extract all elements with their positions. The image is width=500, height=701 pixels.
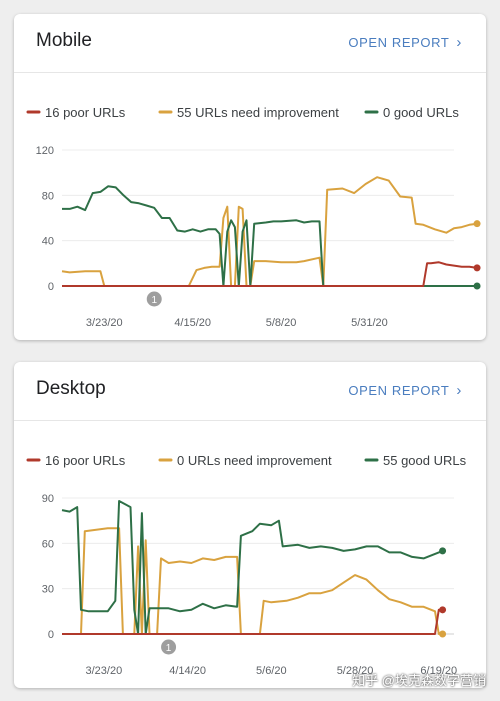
series-end-point-good: [439, 547, 447, 555]
x-tick-label: 3/23/20: [86, 317, 123, 329]
open-report-button[interactable]: OPEN REPORT ›: [348, 383, 462, 398]
y-tick-label: 90: [42, 493, 54, 505]
series-line-good: [62, 185, 478, 287]
y-tick-label: 60: [42, 538, 54, 550]
legend-label-needs: 0 URLs need improvement: [177, 453, 332, 468]
legend-label-poor: 16 poor URLs: [45, 105, 126, 120]
x-tick-label: 5/6/20: [256, 665, 287, 677]
series-line-poor: [62, 608, 443, 635]
x-tick-label: 4/14/20: [169, 665, 206, 677]
open-report-button[interactable]: OPEN REPORT ›: [348, 35, 462, 50]
x-tick-label: 5/31/20: [351, 317, 388, 329]
x-tick-label: 6/19/20: [420, 665, 457, 677]
series-end-point-needs: [439, 630, 447, 638]
y-tick-label: 80: [42, 190, 54, 202]
watermark: 知乎 @埃克森数字营销: [352, 673, 486, 688]
chevron-right-icon: ›: [456, 34, 462, 51]
x-tick-label: 3/23/20: [86, 665, 123, 677]
annotation-label: 1: [166, 643, 172, 654]
series-line-poor: [62, 261, 478, 287]
open-report-label: OPEN REPORT: [348, 383, 450, 398]
mobile-report-card: Mobile OPEN REPORT › 16 poor URLs 55 URLs …: [14, 14, 486, 340]
annotation-label: 1: [151, 295, 157, 306]
y-tick-label: 30: [42, 584, 54, 596]
card-title: Desktop: [36, 378, 106, 399]
series-line-needs: [61, 176, 478, 287]
y-tick-label: 0: [48, 629, 54, 641]
card-header: Mobile OPEN REPORT ›: [14, 14, 486, 73]
annotation-marker: [146, 291, 162, 307]
card-title: Mobile: [36, 30, 92, 51]
annotation-marker: [161, 639, 177, 655]
series-line-needs: [62, 527, 443, 635]
card-header: Desktop OPEN REPORT ›: [14, 362, 486, 421]
series-end-point-good: [473, 282, 481, 290]
mobile-urls-chart: 16 poor URLs 55 URLs need improvement 0 go…: [26, 105, 481, 329]
open-report-label: OPEN REPORT: [348, 35, 450, 50]
y-tick-label: 120: [36, 145, 54, 157]
legend-label-poor: 16 poor URLs: [45, 453, 126, 468]
x-tick-label: 4/15/20: [174, 317, 211, 329]
series-end-point-poor: [473, 264, 481, 272]
legend-label-needs: 55 URLs need improvement: [177, 105, 339, 120]
desktop-report-card: Desktop OPEN REPORT › 16 poor URLs 0 URLs …: [14, 362, 486, 688]
series-line-good: [61, 500, 443, 635]
desktop-urls-chart: 16 poor URLs 0 URLs need improvement 55 go…: [26, 453, 467, 677]
x-tick-label: 5/8/20: [266, 317, 297, 329]
legend-label-good: 0 good URLs: [383, 105, 459, 120]
x-tick-label: 5/28/20: [337, 665, 374, 677]
series-end-point-needs: [473, 220, 481, 228]
y-tick-label: 0: [48, 281, 54, 293]
series-end-point-poor: [439, 606, 447, 614]
legend-label-good: 55 good URLs: [383, 453, 467, 468]
chevron-right-icon: ›: [456, 382, 462, 399]
y-tick-label: 40: [42, 236, 54, 248]
